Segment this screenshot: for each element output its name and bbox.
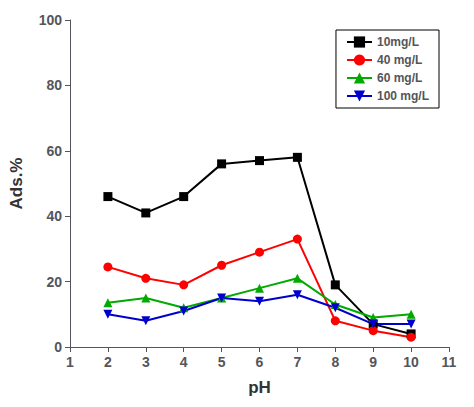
svg-text:Ads.%: Ads.%	[7, 158, 26, 210]
svg-text:0: 0	[54, 339, 62, 355]
svg-text:20: 20	[46, 274, 62, 290]
svg-text:100 mg/L: 100 mg/L	[377, 89, 429, 103]
svg-text:2: 2	[104, 354, 112, 370]
svg-text:6: 6	[256, 354, 264, 370]
svg-text:40 mg/L: 40 mg/L	[377, 53, 422, 67]
svg-text:7: 7	[294, 354, 302, 370]
svg-text:pH: pH	[248, 378, 271, 397]
svg-text:11: 11	[442, 354, 457, 370]
svg-text:3: 3	[142, 354, 150, 370]
svg-text:10mg/L: 10mg/L	[377, 35, 419, 49]
svg-text:60 mg/L: 60 mg/L	[377, 71, 422, 85]
svg-text:5: 5	[218, 354, 226, 370]
svg-text:1: 1	[66, 354, 74, 370]
svg-text:8: 8	[331, 354, 339, 370]
svg-text:40: 40	[46, 208, 62, 224]
svg-text:10: 10	[403, 354, 419, 370]
svg-text:80: 80	[46, 77, 62, 93]
svg-text:4: 4	[180, 354, 188, 370]
svg-text:60: 60	[46, 143, 62, 159]
svg-text:100: 100	[39, 12, 63, 28]
svg-text:9: 9	[369, 354, 377, 370]
